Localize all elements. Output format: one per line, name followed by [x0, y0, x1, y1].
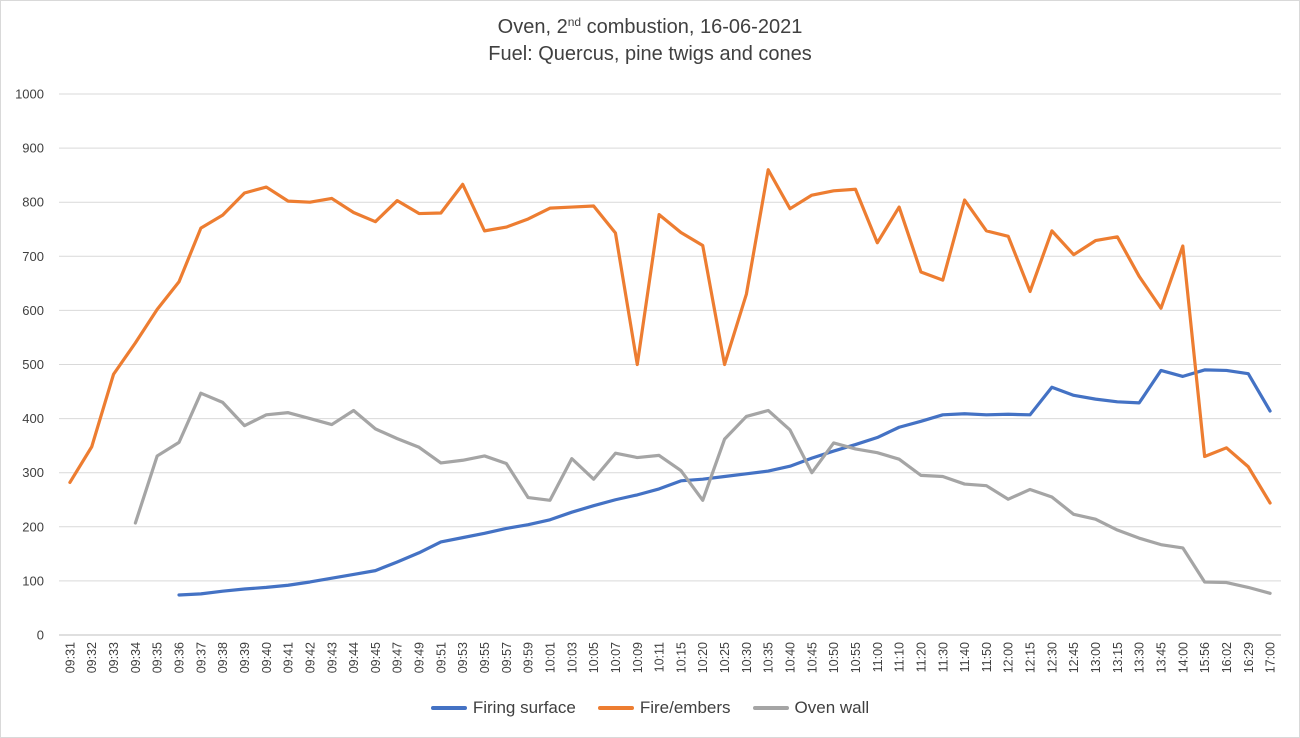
x-tick-label: 09:33 — [107, 642, 121, 673]
x-tick-label: 11:20 — [914, 642, 928, 672]
x-tick-label: 09:34 — [129, 642, 143, 673]
x-tick-label: 10:15 — [674, 642, 688, 673]
y-tick-label: 1000 — [15, 87, 44, 102]
title-line-1: Oven, 2nd combustion, 16-06-2021 — [0, 14, 1300, 41]
legend-swatch — [430, 706, 467, 710]
gridlines — [59, 93, 1281, 636]
x-tick-label: 12:30 — [1045, 642, 1059, 673]
y-tick-label: 700 — [22, 249, 44, 264]
x-tick-label: 10:55 — [849, 642, 863, 673]
x-tick-label: 09:36 — [173, 642, 187, 673]
x-tick-label: 15:56 — [1198, 642, 1212, 673]
title-superscript: nd — [567, 15, 582, 29]
legend-swatch — [752, 706, 789, 710]
x-tick-label: 10:35 — [762, 642, 776, 673]
y-tick-label: 300 — [22, 465, 44, 480]
x-tick-label: 13:15 — [1111, 642, 1125, 673]
x-tick-label: 10:07 — [609, 642, 623, 673]
y-axis: 0 100 200 300 400 500 600 700 800 900 1000 — [15, 87, 44, 643]
y-tick-label: 500 — [22, 357, 44, 372]
y-tick-label: 200 — [22, 519, 44, 534]
chart-legend: Firing surface Fire/embers Oven wall — [0, 698, 1300, 718]
x-tick-label: 10:50 — [827, 642, 841, 673]
x-tick-label: 16:02 — [1220, 642, 1234, 673]
x-tick-label: 16:29 — [1242, 642, 1256, 673]
x-tick-label: 10:03 — [565, 642, 579, 673]
x-tick-label: 11:30 — [936, 642, 950, 672]
x-tick-label: 09:39 — [238, 642, 252, 673]
x-tick-label: 10:40 — [784, 642, 798, 673]
legend-swatch — [597, 706, 634, 710]
x-tick-label: 10:30 — [740, 642, 754, 673]
y-tick-label: 0 — [37, 628, 44, 643]
x-tick-label: 09:59 — [522, 642, 536, 673]
x-tick-label: 10:45 — [805, 642, 819, 673]
legend-item: Firing surface — [430, 698, 576, 718]
x-tick-label: 09:44 — [347, 642, 361, 673]
chart-title: Oven, 2nd combustion, 16-06-2021 Fuel: Q… — [0, 14, 1300, 68]
x-tick-label: 09:32 — [85, 642, 99, 673]
legend-item: Oven wall — [752, 698, 870, 718]
x-tick-label: 10:25 — [718, 642, 732, 673]
y-tick-label: 900 — [22, 141, 44, 156]
x-tick-label: 09:35 — [151, 642, 165, 673]
legend-label: Oven wall — [794, 698, 870, 717]
series-lines — [68, 168, 1272, 597]
y-tick-label: 400 — [22, 411, 44, 426]
x-tick-label: 13:30 — [1133, 642, 1147, 673]
x-tick-label: 13:00 — [1089, 642, 1103, 673]
x-tick-label: 09:49 — [413, 642, 427, 673]
x-tick-label: 12:45 — [1067, 642, 1081, 673]
legend-item: Fire/embers — [597, 698, 731, 718]
x-tick-label: 11:40 — [958, 642, 972, 672]
legend-label: Firing surface — [472, 698, 576, 717]
x-tick-label: 09:57 — [500, 642, 514, 673]
y-tick-label: 800 — [22, 195, 44, 210]
x-tick-label: 10:05 — [587, 642, 601, 673]
x-tick-label: 09:45 — [369, 642, 383, 673]
legend-label: Fire/embers — [639, 698, 731, 717]
x-tick-label: 09:51 — [434, 642, 448, 673]
x-tick-label: 13:45 — [1154, 642, 1168, 673]
x-tick-label: 10:11 — [653, 642, 667, 672]
title-line-2: Fuel: Quercus, pine twigs and cones — [488, 43, 812, 65]
x-tick-label: 09:40 — [260, 642, 274, 673]
x-tick-label: 09:42 — [303, 642, 317, 673]
y-tick-label: 100 — [22, 573, 44, 588]
x-axis: 09:31 09:32 09:33 09:34 09:35 09:36 09:37 09:38… — [63, 642, 1277, 673]
x-tick-label: 09:47 — [391, 642, 405, 673]
x-tick-label: 09:37 — [194, 642, 208, 673]
x-tick-label: 09:53 — [456, 642, 470, 673]
x-tick-label: 11:10 — [893, 642, 907, 672]
x-tick-label: 11:00 — [871, 642, 885, 672]
x-tick-label: 12:15 — [1024, 642, 1038, 673]
x-tick-label: 14:00 — [1176, 642, 1190, 673]
x-tick-label: 09:31 — [63, 642, 77, 673]
x-tick-label: 09:55 — [478, 642, 492, 673]
series-line-oven-wall — [133, 391, 1272, 595]
x-tick-label: 17:00 — [1264, 642, 1278, 673]
x-tick-label: 09:43 — [325, 642, 339, 673]
x-tick-label: 10:01 — [543, 642, 557, 673]
y-tick-label: 600 — [22, 303, 44, 318]
x-tick-label: 10:09 — [631, 642, 645, 673]
x-tick-label: 10:20 — [696, 642, 710, 673]
x-tick-label: 09:41 — [282, 642, 296, 673]
title-prefix: Oven, 2 — [497, 16, 568, 38]
series-line-firing-surface — [177, 368, 1272, 597]
title-suffix: combustion, 16-06-2021 — [581, 16, 803, 38]
series-line-fire-embers — [68, 168, 1272, 505]
x-tick-label: 09:38 — [216, 642, 230, 673]
x-tick-label: 12:00 — [1002, 642, 1016, 673]
x-tick-label: 11:50 — [980, 642, 994, 672]
